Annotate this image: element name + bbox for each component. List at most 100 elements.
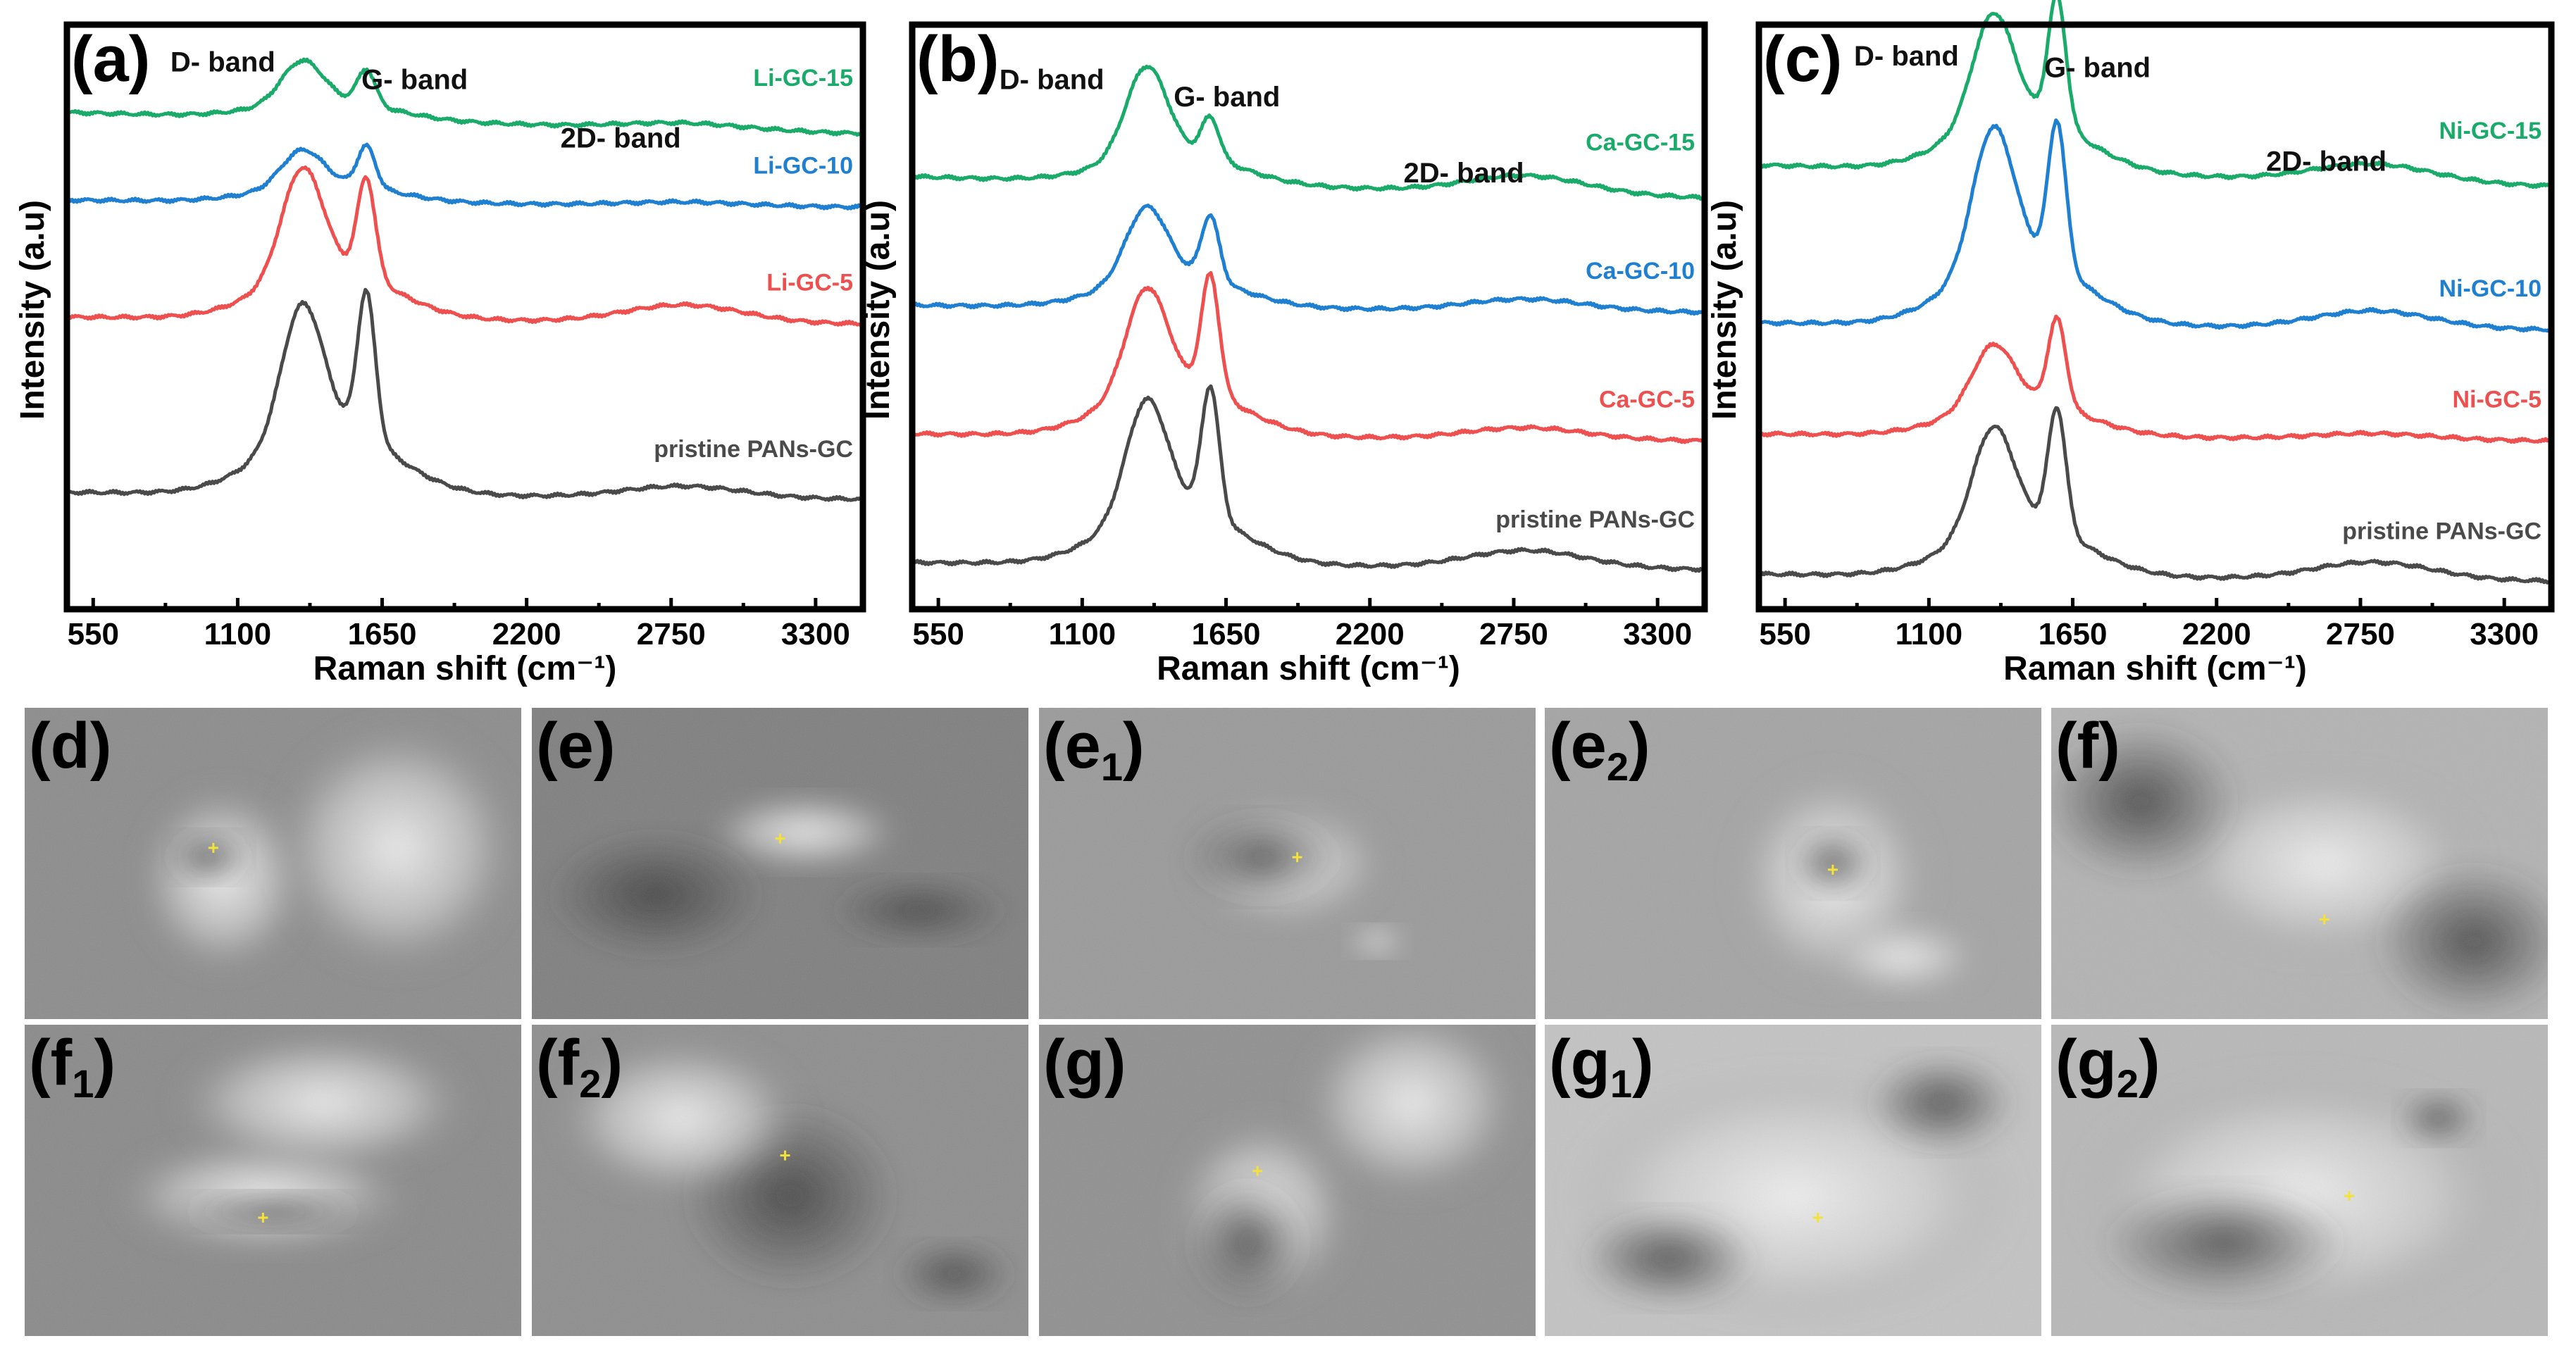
series-label: Ca-GC-5: [1599, 387, 1695, 413]
crosshair-marker: [1252, 1166, 1263, 1176]
plot-frame: [1755, 21, 2555, 613]
chart-panel-b: Ca-GC-15 Ca-GC-10 Ca-GC-5 pristine PANs-GC D…: [859, 21, 1708, 687]
band-annotation: 2D- band: [1404, 158, 1524, 189]
micrograph-label: (g2): [2055, 1027, 2160, 1106]
micrograph-label: (f1): [29, 1027, 116, 1106]
x-tick-label: 2750: [2326, 617, 2395, 651]
micrograph-g: (g): [1039, 1025, 1536, 1336]
x-tick-label: 3300: [781, 617, 850, 651]
micrograph-texture: [25, 1025, 521, 1336]
crosshair-marker: [258, 1213, 268, 1223]
y-axis-title: Intensity (a.u): [859, 200, 897, 420]
crosshair-marker: [775, 833, 785, 844]
micrograph-f2: (f2): [532, 1025, 1028, 1336]
x-tick-label: 550: [68, 617, 119, 651]
series-label: Ni-GC-5: [2452, 387, 2541, 413]
band-annotation: D- band: [1000, 64, 1105, 95]
x-axis-title: Raman shift (cm⁻¹): [2003, 650, 2307, 687]
series-label: Ca-GC-10: [1586, 258, 1695, 285]
x-tick-label: 2750: [637, 617, 706, 651]
x-tick-label: 3300: [1623, 617, 1692, 651]
micrograph-label: (e1): [1043, 710, 1145, 789]
micrograph-label: (f): [2055, 710, 2120, 782]
raman-charts: Li-GC-15 Li-GC-10 Li-GC-5 pristine PANs-GC D…: [14, 0, 2555, 687]
series-label: pristine PANs-GC: [1495, 506, 1695, 533]
x-axis-title: Raman shift (cm⁻¹): [313, 650, 617, 687]
panel-letter: (c): [1763, 23, 1842, 95]
x-tick-label: 550: [1759, 617, 1810, 651]
crosshair-marker: [1827, 864, 1838, 875]
crosshair-marker: [2319, 914, 2329, 925]
band-annotation: 2D- band: [561, 123, 681, 154]
series-label: Li-GC-15: [753, 65, 853, 92]
crosshair-marker: [1292, 852, 1302, 863]
micrograph-texture: [2051, 708, 2548, 1019]
micrograph-label: (e): [536, 710, 615, 782]
micrograph-e: (e): [532, 708, 1028, 1019]
series-label: Ni-GC-10: [2439, 275, 2541, 302]
crosshair-marker: [1812, 1213, 1823, 1223]
series-line-ca-gc-5: [914, 270, 1704, 444]
panel-letter: (b): [916, 23, 999, 95]
crosshair-marker: [208, 842, 218, 853]
micrograph-g1: (g1): [1545, 1025, 2041, 1336]
series-line-pristine-pans-gc: [913, 384, 1704, 573]
x-tick-label: 1650: [348, 617, 417, 651]
micrograph-d: (d): [25, 708, 521, 1019]
micrograph-label: (g1): [1549, 1027, 1654, 1106]
micrograph-label: (e2): [1549, 710, 1650, 789]
band-annotation: G- band: [1174, 82, 1280, 113]
series-label: Ca-GC-15: [1586, 129, 1695, 156]
chart-panel-a: Li-GC-15 Li-GC-10 Li-GC-5 pristine PANs-GC D…: [14, 21, 866, 687]
x-tick-label: 2200: [492, 617, 561, 651]
series-label: pristine PANs-GC: [2342, 518, 2541, 544]
series-line-li-gc-15: [68, 57, 862, 137]
micrograph-texture: [532, 708, 1028, 1019]
micrograph-label: (g): [1043, 1027, 1126, 1099]
x-tick-label: 1650: [1192, 617, 1261, 651]
band-annotation: 2D- band: [2266, 146, 2387, 177]
x-tick-label: 2750: [1479, 617, 1548, 651]
micrograph-grid: (d) (e) (e1) (e2) (f) (f1) (f2) (g) (g1) (g2): [25, 708, 2548, 1336]
series-line-ca-gc-10: [913, 204, 1703, 316]
micrograph-texture: [25, 708, 521, 1019]
x-tick-label: 1100: [1049, 617, 1116, 651]
series-line-ni-gc-5: [1760, 314, 2551, 444]
chart-panel-c: Ni-GC-15 Ni-GC-10 Ni-GC-5 pristine PANs-GC D…: [1706, 0, 2555, 687]
series-label: Li-GC-5: [766, 270, 853, 297]
series-label: pristine PANs-GC: [654, 436, 853, 463]
micrograph-texture: [1545, 1025, 2041, 1336]
series-line-pristine-pans-gc: [68, 287, 862, 502]
micrograph-f1: (f1): [25, 1025, 521, 1336]
x-tick-label: 2200: [2182, 617, 2251, 651]
plot-frame: [63, 21, 866, 613]
micrograph-texture: [2051, 1025, 2548, 1336]
micrograph-e1: (e1): [1039, 708, 1536, 1019]
x-tick-label: 1100: [1896, 617, 1962, 651]
crosshair-marker: [2344, 1191, 2354, 1201]
series-line-ni-gc-10: [1760, 118, 2550, 333]
micrograph-texture: [532, 1025, 1028, 1336]
series-line-li-gc-5: [68, 166, 861, 327]
band-annotation: D- band: [170, 46, 275, 77]
micrograph-texture: [1545, 708, 2041, 1019]
band-annotation: D- band: [1854, 41, 1959, 72]
series-label: Ni-GC-15: [2439, 118, 2541, 144]
x-tick-label: 1100: [204, 617, 271, 651]
series-line-ni-gc-15: [1759, 0, 2551, 189]
band-annotation: G- band: [361, 64, 468, 95]
plot-frame: [909, 21, 1708, 613]
y-axis-title: Intensity (a.u): [14, 200, 51, 420]
micrograph-g2: (g2): [2051, 1025, 2548, 1336]
panel-letter: (a): [71, 23, 150, 95]
micrograph-texture: [1039, 1025, 1536, 1336]
micrograph-label: (f2): [536, 1027, 623, 1106]
y-axis-title: Intensity (a.u): [1706, 200, 1743, 420]
micrograph-f: (f): [2051, 708, 2548, 1019]
series-line-li-gc-10: [67, 142, 862, 211]
series-line-ca-gc-15: [913, 64, 1704, 201]
band-annotation: G- band: [2044, 53, 2151, 84]
micrograph-label: (d): [29, 710, 111, 782]
x-tick-label: 2200: [1336, 617, 1405, 651]
